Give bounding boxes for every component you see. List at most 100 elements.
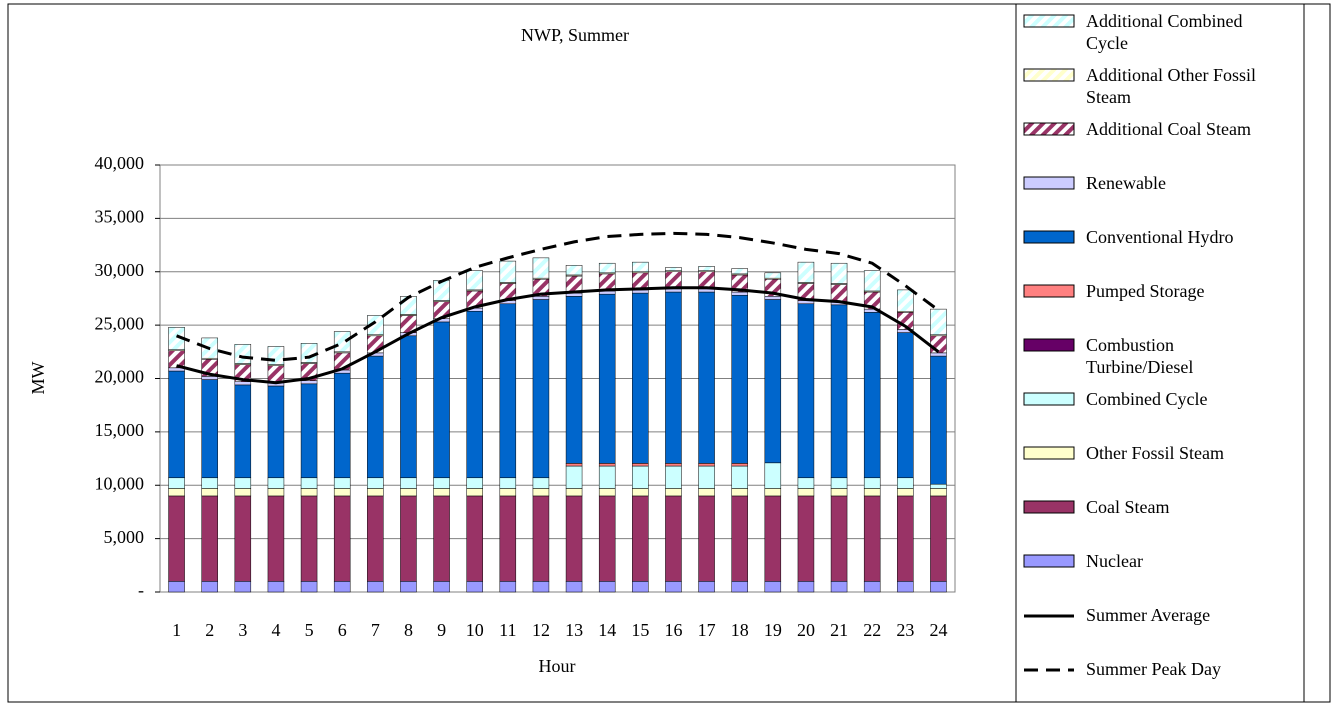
bar-segment	[532, 488, 550, 497]
bar-segment	[565, 465, 583, 489]
bar-segment	[367, 315, 384, 335]
bar-segment	[598, 465, 616, 489]
bar-segment	[930, 581, 947, 593]
legend-label: Additional Combined Cycle	[1086, 11, 1243, 53]
bar-segment	[532, 299, 550, 479]
legend-label: Coal Steam	[1086, 497, 1170, 517]
legend: Additional Combined Cycle Additional Othe…	[1020, 10, 1302, 712]
bar-segment	[698, 495, 715, 582]
bar-segment	[267, 346, 285, 365]
bar-segment	[300, 581, 318, 593]
y-tick-label: 10,000	[95, 473, 145, 493]
legend-entry: Additional Combined Cycle	[1020, 10, 1302, 64]
bar-segment	[897, 581, 914, 593]
bar-segment	[300, 495, 318, 582]
bar-segment	[499, 495, 517, 582]
x-tick-label: 19	[764, 620, 782, 640]
legend-swatch-box	[1023, 14, 1075, 28]
x-tick-label: 23	[896, 620, 914, 640]
legend-entry: Combustion Turbine/Diesel	[1020, 334, 1302, 388]
bar-segment	[201, 379, 218, 479]
legend-swatch-box	[1023, 500, 1075, 514]
x-tick-label: 3	[238, 620, 247, 640]
bar-segment	[764, 299, 782, 464]
bar-segment	[300, 383, 318, 479]
bar-segment	[930, 483, 947, 489]
x-tick-label: 18	[731, 620, 749, 640]
legend-swatch	[1023, 230, 1075, 244]
bar-segment	[466, 310, 483, 479]
bar-segment	[930, 488, 947, 497]
bar-segment	[830, 304, 848, 479]
legend-label: Summer Average	[1086, 605, 1211, 625]
bar-segment	[565, 495, 583, 582]
bar-segment	[731, 488, 748, 497]
line	[176, 231, 940, 362]
legend-swatch-box	[1023, 230, 1075, 244]
bar-segment	[698, 581, 715, 593]
bar-segment	[234, 381, 252, 386]
bar-segment	[201, 488, 218, 497]
x-tick-label: 24	[929, 620, 947, 640]
legend-label: Pumped Storage	[1086, 281, 1205, 301]
legend-swatch	[1024, 668, 1074, 672]
bar-segment	[367, 488, 384, 497]
y-tick-label: 35,000	[95, 207, 145, 227]
bar-segment	[400, 495, 417, 582]
bar-segment	[367, 495, 384, 582]
legend-label: Combined Cycle	[1086, 389, 1208, 409]
bar-segment	[168, 495, 185, 582]
legend-swatch-box	[1023, 392, 1075, 406]
bar-segment	[267, 365, 285, 384]
x-tick-label: 20	[797, 620, 815, 640]
legend-swatch-box	[1023, 176, 1075, 190]
bar-segment	[830, 488, 848, 497]
legend-swatch-box	[1023, 338, 1075, 352]
bar-segment	[632, 261, 649, 272]
bar-segment	[830, 581, 848, 593]
legend-entry: Renewable	[1020, 172, 1302, 226]
bar-segment	[168, 488, 185, 497]
bar-segment	[168, 350, 185, 369]
bar-segment	[764, 462, 782, 489]
legend-swatch	[1023, 500, 1075, 514]
y-tick-label: 30,000	[95, 260, 145, 280]
legend-entry: Summer Peak Day	[1020, 658, 1302, 712]
legend-label: Other Fossil Steam	[1086, 443, 1224, 463]
bar-segment	[234, 344, 252, 364]
bar-segment	[731, 463, 748, 467]
bar-segment	[797, 581, 815, 593]
bar-segment	[234, 581, 252, 593]
x-tick-label: 17	[698, 620, 716, 640]
bar-segment	[532, 581, 550, 593]
bar-segment	[764, 495, 782, 582]
bar-segment	[234, 384, 252, 479]
bar-segment	[565, 296, 583, 464]
bar-segment	[764, 296, 782, 300]
bar-segment	[830, 284, 848, 302]
bar-segment	[499, 477, 517, 489]
legend-entry: Combined Cycle	[1020, 388, 1302, 442]
legend-swatch	[1023, 122, 1075, 136]
x-tick-label: 22	[863, 620, 881, 640]
bar-segment	[863, 495, 881, 582]
bar-segment	[897, 495, 914, 582]
bar-segment	[665, 291, 682, 464]
x-tick-label: 15	[631, 620, 649, 640]
bar-segment	[433, 477, 450, 489]
legend-label: Renewable	[1086, 173, 1166, 193]
bar-segment	[598, 262, 616, 274]
bar-segment	[367, 355, 384, 479]
bar-segment	[632, 292, 649, 464]
bar-segment	[565, 488, 583, 497]
bar-segment	[333, 372, 351, 479]
legend-label: Additional Coal Steam	[1086, 119, 1251, 139]
legend-entry: Coal Steam	[1020, 496, 1302, 550]
bar-segment	[764, 488, 782, 497]
bar-segment	[400, 477, 417, 489]
legend-entry: Pumped Storage	[1020, 280, 1302, 334]
bar-segment	[499, 581, 517, 593]
bar-segment	[267, 488, 285, 497]
bar-segment	[400, 335, 417, 479]
